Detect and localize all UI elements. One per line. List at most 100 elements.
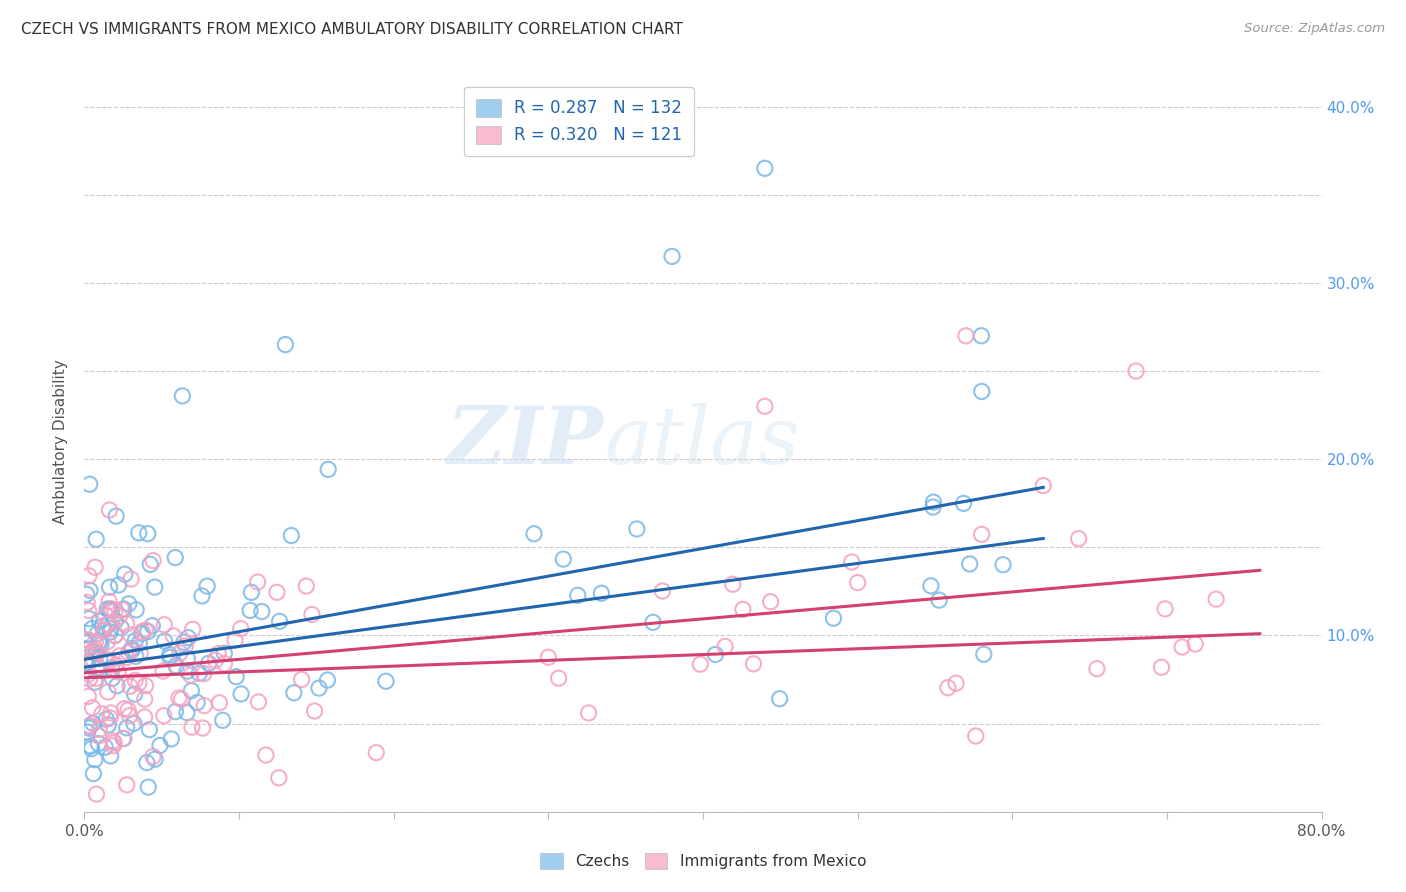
Point [82,652,104,666]
Point [239,603,262,617]
Point [97,718,120,732]
Point [77,721,100,735]
Point [82,700,104,714]
Point [160,731,183,746]
Point [79,719,101,733]
Point [101,734,124,748]
Point [162,629,184,643]
Point [970,527,993,541]
Point [214,646,236,660]
Point [75,641,97,656]
Point [165,705,187,719]
Point [75,632,97,647]
Point [83,643,105,657]
Point [84,634,107,648]
Point [149,739,172,753]
Point [77,642,100,657]
Point [97,617,120,632]
Point [304,704,326,718]
Point [959,557,981,571]
Point [100,604,122,618]
Point [76,725,98,739]
Point [100,602,122,616]
Point [118,708,141,723]
Point [207,647,229,661]
Point [922,500,945,514]
Point [86,626,108,640]
Point [295,579,318,593]
Point [79,719,101,733]
Point [165,658,187,673]
Point [846,575,869,590]
Point [124,633,146,648]
Point [121,643,143,657]
Point [76,595,98,609]
Legend: R = 0.287   N = 132, R = 0.320   N = 121: R = 0.287 N = 132, R = 0.320 N = 121 [464,87,693,156]
Point [104,628,127,642]
Point [759,595,782,609]
Point [79,583,101,598]
Point [181,622,204,636]
Point [97,634,120,648]
Point [84,647,107,661]
Point [89,614,111,628]
Text: CZECH VS IMMIGRANTS FROM MEXICO AMBULATORY DISABILITY CORRELATION CHART: CZECH VS IMMIGRANTS FROM MEXICO AMBULATO… [21,22,683,37]
Point [197,657,219,671]
Point [159,650,181,665]
Point [124,687,146,701]
Point [176,706,198,720]
Point [103,736,125,750]
Point [89,635,111,649]
Point [1171,640,1194,654]
Point [76,642,98,657]
Point [96,617,118,632]
Point [141,618,163,632]
Point [101,672,124,686]
Point [316,462,339,476]
Point [214,657,236,671]
Point [100,706,122,720]
Point [89,723,111,737]
Point [823,611,845,625]
Point [80,739,103,753]
Point [169,646,191,660]
Point [1085,662,1108,676]
Point [955,328,977,343]
Point [87,635,110,649]
Point [143,752,166,766]
Point [75,636,97,650]
Point [77,612,100,626]
Point [89,651,111,665]
Point [965,729,987,743]
Point [82,622,104,636]
Point [266,585,288,599]
Point [82,766,104,780]
Point [136,624,159,639]
Point [731,602,754,616]
Point [173,635,195,649]
Y-axis label: Ambulatory Disability: Ambulatory Disability [53,359,69,524]
Point [105,509,128,524]
Point [176,651,198,665]
Point [77,603,100,617]
Point [553,552,575,566]
Point [135,756,157,770]
Point [87,729,110,743]
Point [98,711,121,725]
Point [112,602,135,616]
Point [128,676,150,690]
Point [111,603,134,617]
Point [124,673,146,688]
Point [93,624,115,638]
Point [90,638,112,652]
Text: atlas: atlas [605,403,800,480]
Point [841,555,863,569]
Point [920,579,942,593]
Point [366,746,388,760]
Point [224,633,246,648]
Point [229,687,252,701]
Point [991,558,1014,572]
Point [80,741,103,756]
Point [110,621,132,635]
Point [547,671,569,685]
